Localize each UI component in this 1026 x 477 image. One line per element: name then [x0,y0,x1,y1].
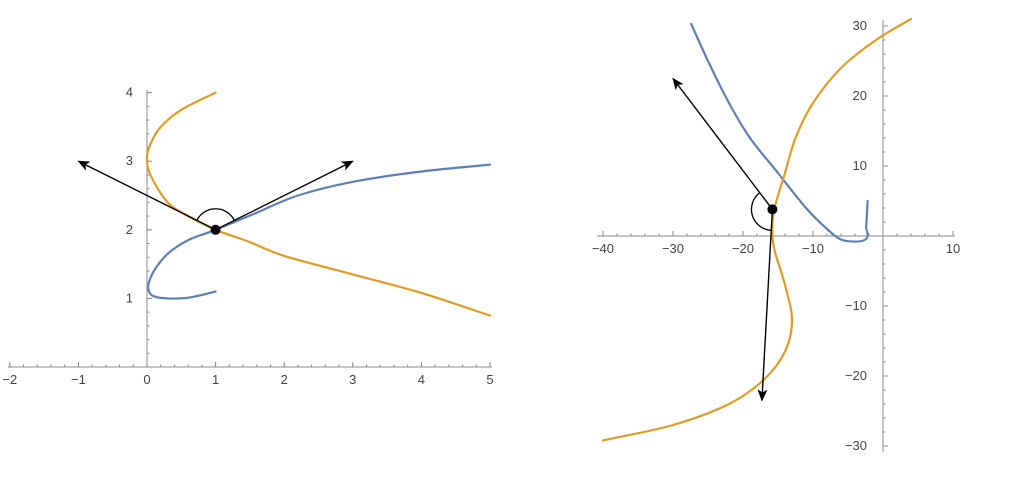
tangent-arrow-1 [77,160,216,231]
x-tick-label: 10 [946,241,960,256]
tangent-arrow-2 [757,209,774,402]
y-tick-label: −20 [845,368,867,383]
intersection-point [767,204,778,215]
x-tick-label: 5 [486,372,493,387]
y-tick-label: 30 [853,18,867,33]
x-tick-label: −10 [802,241,824,256]
y-tick-label: 1 [126,290,133,305]
curve-1 [146,163,492,300]
curve-1 [690,22,869,243]
x-tick-label: −30 [662,241,684,256]
y-tick-label: −10 [845,298,867,313]
x-tick-label: 0 [143,372,150,387]
x-tick-label: 3 [349,372,356,387]
plot-2: −40 −30 −20 −10 10 −30 −20 −10 10 20 30 [592,17,960,453]
plot-1: −2 −1 0 1 2 3 4 5 1 2 3 4 [2,85,493,387]
x-tick-label: −40 [592,241,614,256]
y-tick-label: 3 [126,153,133,168]
x-tick-label: 4 [418,372,425,387]
x-tick-label: 2 [281,372,288,387]
tangent-arrow-2 [215,160,354,231]
tangent-arrow-1 [672,77,773,210]
curve-2 [601,17,913,442]
curve-2 [145,91,492,317]
x-tick-label: −2 [2,372,17,387]
y-tick-label: −30 [845,438,867,453]
y-tick-label: 10 [853,158,867,173]
x-tick-label: 1 [212,372,219,387]
angle-arc [196,208,235,221]
angle-arc [750,192,771,231]
intersection-point [210,224,221,235]
y-tick-label: 20 [853,88,867,103]
x-tick-label: −20 [732,241,754,256]
y-tick-label: 2 [126,222,133,237]
x-tick-label: −1 [71,372,86,387]
y-tick-label: 4 [126,85,133,100]
